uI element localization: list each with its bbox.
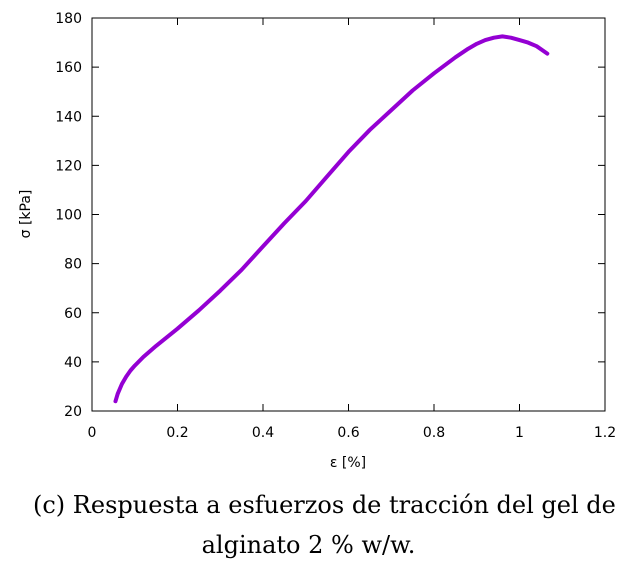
x-tick-label: 1.2 — [594, 425, 616, 441]
figure-caption: (c) Respuesta a esfuerzos de tracción de… — [0, 485, 617, 565]
plot-frame — [91, 17, 606, 412]
y-axis-label: σ [kPa] — [18, 190, 34, 239]
x-axis-label: ε [%] — [330, 455, 366, 471]
series-line — [113, 34, 550, 404]
y-tick-label: 140 — [55, 109, 82, 125]
y-tick-label: 160 — [55, 60, 82, 76]
x-tick-label: 0.8 — [423, 425, 445, 441]
x-axis-ticks: 0 0.2 0.4 0.6 0.8 1 1.2 — [88, 18, 616, 441]
y-tick-label: 40 — [64, 355, 82, 371]
caption-line-2: alginato 2 % w/w. — [201, 531, 416, 559]
y-tick-label: 60 — [64, 306, 82, 322]
caption-line-1: (c) Respuesta a esfuerzos de tracción de… — [33, 491, 616, 519]
x-tick-label: 1 — [515, 425, 524, 441]
x-tick-label: 0.6 — [337, 425, 359, 441]
chart: 0 0.2 0.4 0.6 0.8 1 1.2 20 40 60 80 100 120 140 160 18… — [18, 11, 616, 471]
y-tick-label: 100 — [55, 208, 82, 224]
x-tick-label: 0.2 — [166, 425, 188, 441]
x-tick-label: 0.4 — [252, 425, 274, 441]
y-tick-label: 120 — [55, 158, 82, 174]
x-tick-label: 0 — [88, 425, 97, 441]
y-tick-label: 180 — [55, 11, 82, 27]
y-tick-label: 20 — [64, 404, 82, 420]
y-axis-ticks: 20 40 60 80 100 120 140 160 180 — [55, 11, 605, 420]
y-tick-label: 80 — [64, 257, 82, 273]
